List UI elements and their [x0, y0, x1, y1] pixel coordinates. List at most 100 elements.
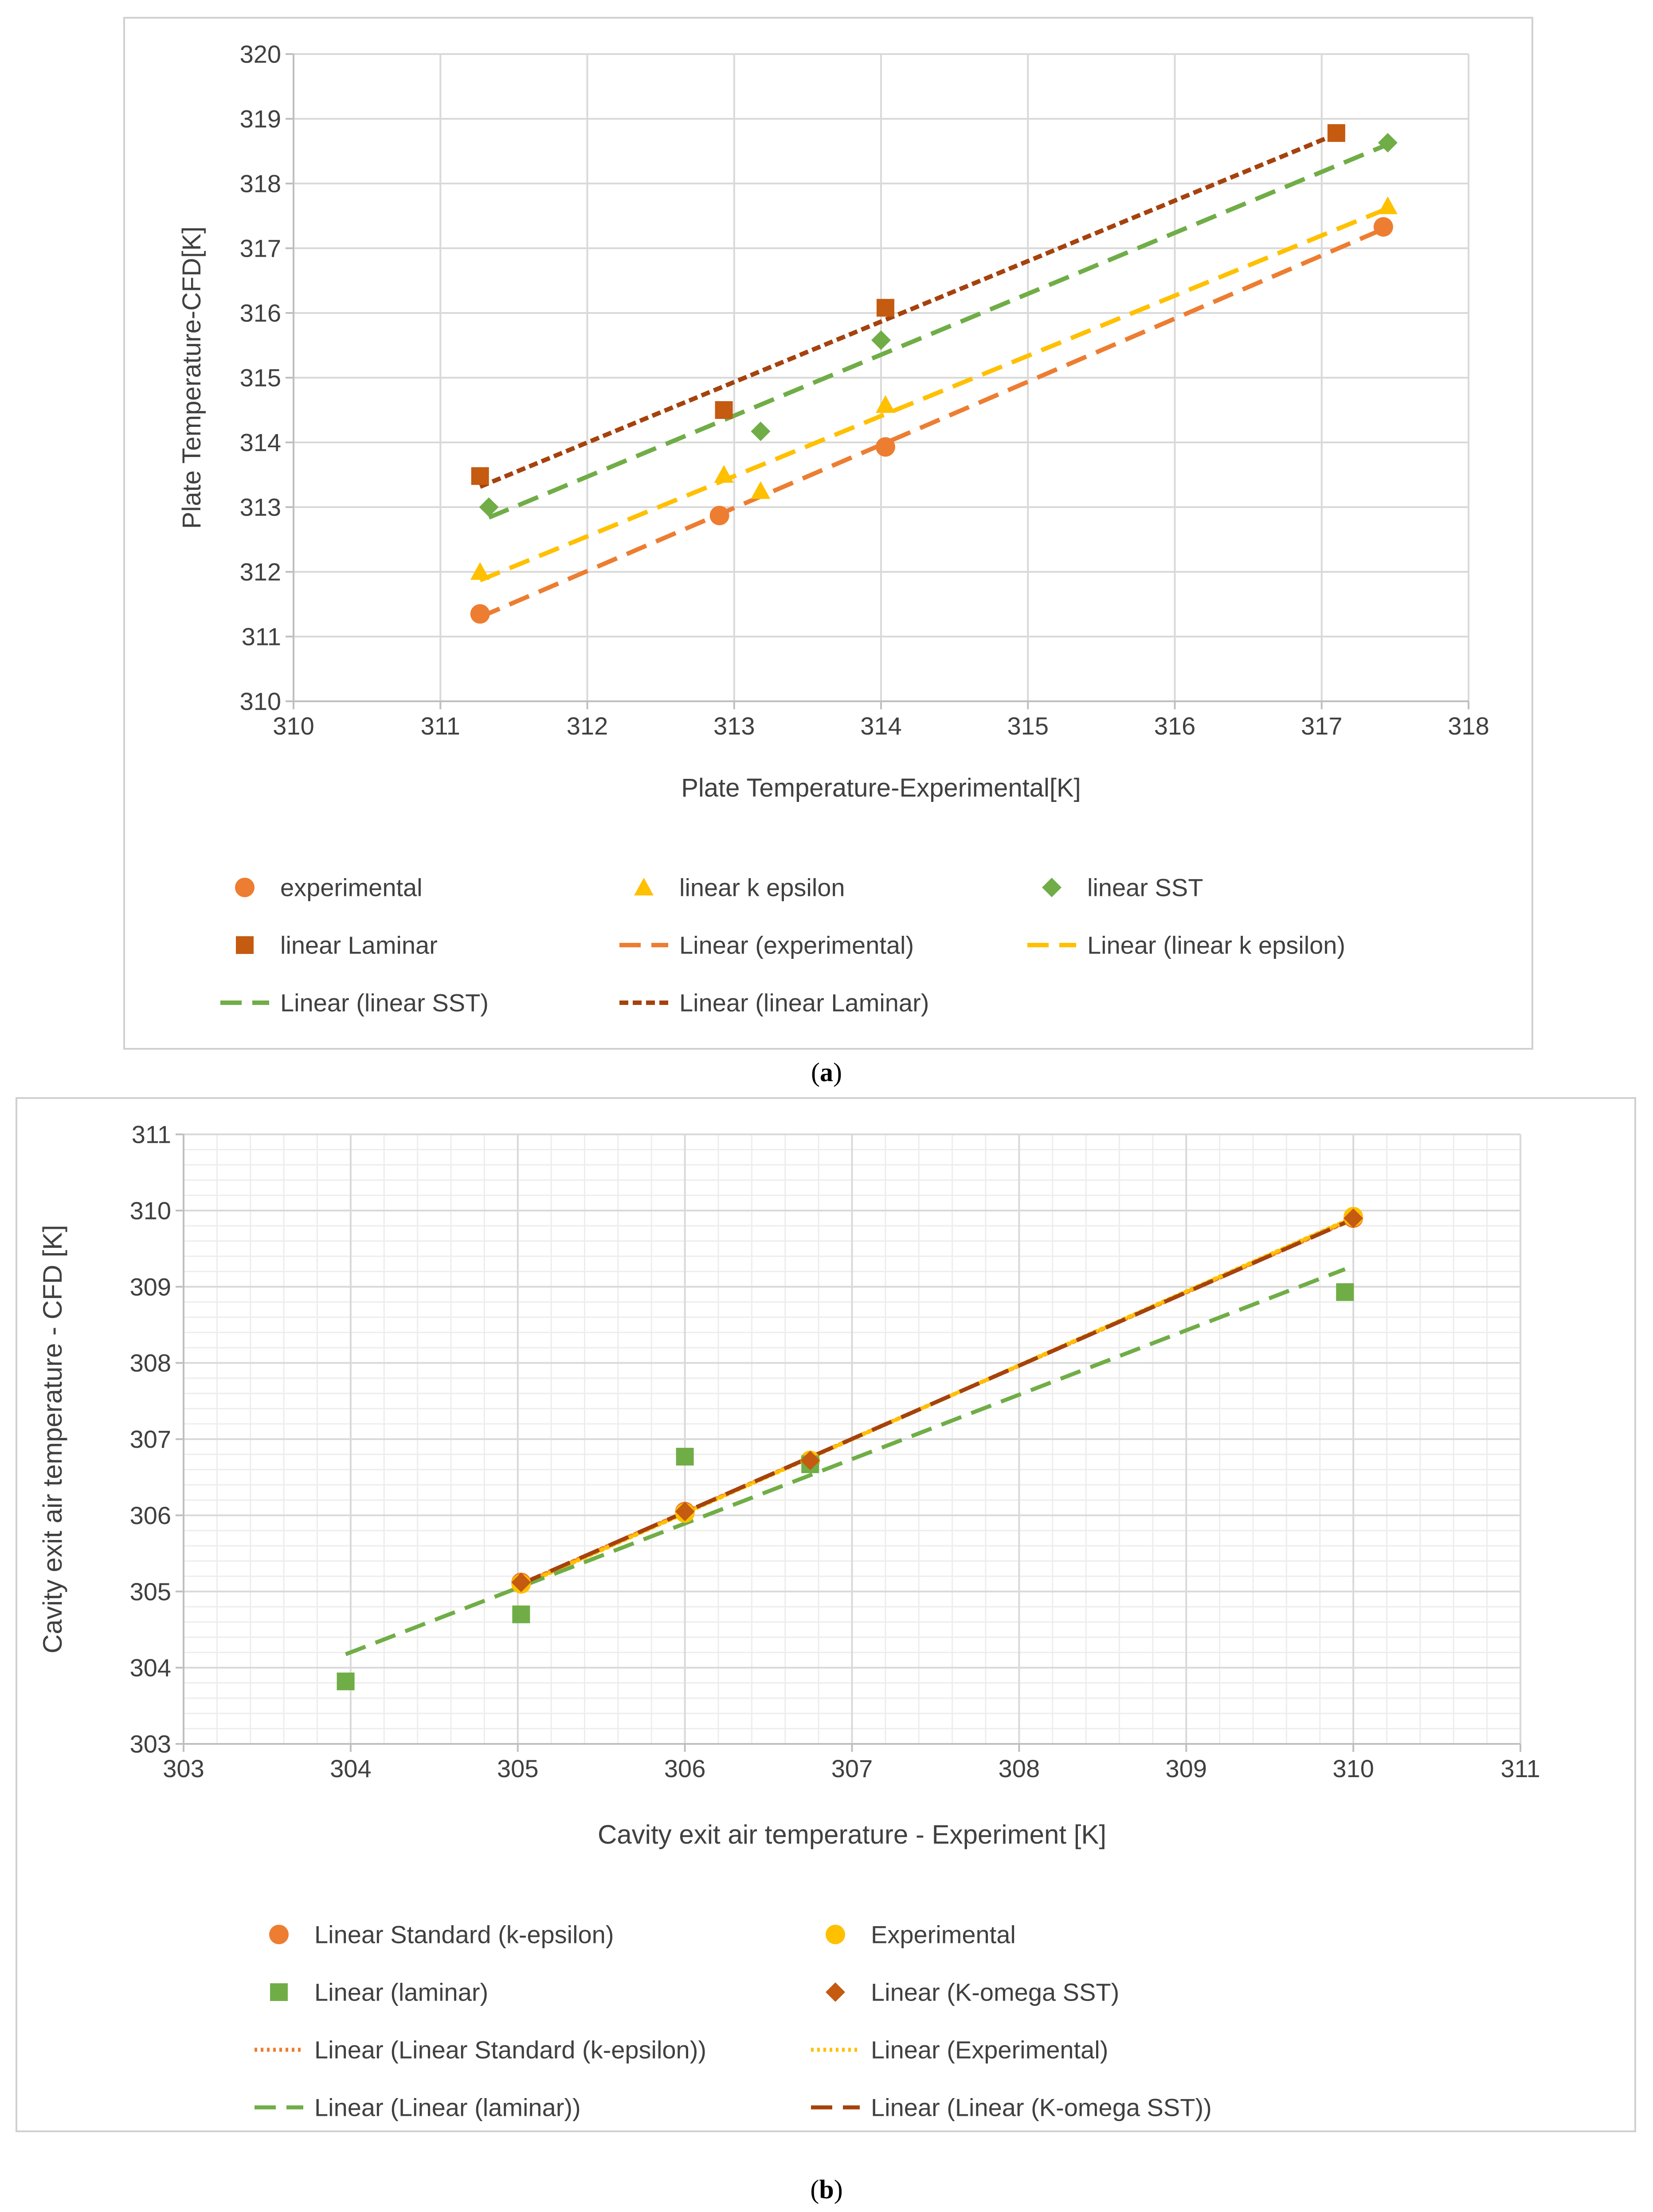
caption-b-letter: b	[819, 2175, 834, 2204]
y-tick-label: 317	[240, 234, 281, 262]
x-tick-label: 304	[330, 1755, 371, 1782]
x-axis-label: Plate Temperature-Experimental[K]	[681, 774, 1081, 802]
legend-label: linear Laminar	[280, 931, 438, 959]
data-point	[470, 604, 490, 624]
data-point	[1336, 1283, 1354, 1301]
chart-b-svg: 303 304 305 306 307 308 309 310 311 303 304 305 306 3…	[38, 1121, 1540, 2122]
legend-marker	[235, 878, 255, 897]
trendline	[479, 206, 1389, 582]
x-tick-label: 306	[664, 1755, 705, 1782]
legend-marker	[270, 1983, 288, 2001]
legend-marker	[1042, 878, 1062, 897]
x-tick-label: 303	[163, 1755, 204, 1782]
x-tick-label: 311	[421, 712, 460, 740]
y-tick-label: 307	[130, 1425, 171, 1453]
x-tick-label: 315	[1007, 712, 1049, 740]
x-axis-label: Cavity exit air temperature - Experiment…	[598, 1820, 1106, 1849]
data-point	[471, 467, 489, 485]
data-point	[800, 1450, 820, 1470]
data-point	[512, 1605, 530, 1623]
data-point	[715, 401, 733, 419]
caption-b: (b)	[810, 2175, 843, 2204]
data-point	[751, 481, 771, 499]
data-point	[676, 1448, 694, 1466]
data-point	[1378, 196, 1398, 215]
legend-label: Linear (linear k epsilon)	[1087, 931, 1345, 959]
x-tick-label: 309	[1166, 1755, 1207, 1782]
legend-label: Linear (linear SST)	[280, 989, 489, 1017]
trendline	[479, 132, 1337, 489]
data-point	[875, 395, 895, 413]
legend-label: experimental	[280, 874, 423, 902]
legend-label: Linear (Experimental)	[871, 2036, 1108, 2064]
legend: experimental linear k epsilon linear SST li…	[220, 874, 1345, 1017]
x-tick-label: 308	[999, 1755, 1040, 1782]
trendline	[520, 1217, 1354, 1586]
x-tick-label: 307	[831, 1755, 873, 1782]
data-point	[1344, 1208, 1363, 1228]
legend-marker	[236, 936, 254, 954]
data-point	[714, 465, 734, 483]
y-tick-label: 313	[240, 493, 281, 521]
legend-label: Linear (Linear Standard (k-epsilon))	[314, 2036, 706, 2064]
data-point	[709, 505, 729, 525]
legend-marker	[826, 1982, 845, 2002]
legend-label: Linear (Linear (laminar))	[314, 2094, 581, 2122]
y-tick-label: 304	[130, 1654, 171, 1682]
legend: Linear Standard (k-epsilon) Experimental L…	[255, 1921, 1212, 2122]
legend-marker	[269, 1925, 289, 1944]
data-point	[1378, 133, 1398, 153]
data-point	[876, 299, 894, 317]
y-tick-label: 318	[240, 170, 281, 198]
data-point	[479, 497, 499, 517]
y-axis-label: Plate Temperature-CFD[K]	[177, 227, 206, 529]
data-point	[337, 1673, 355, 1691]
caption-a-letter: a	[820, 1058, 833, 1087]
x-tick-label: 314	[860, 712, 901, 740]
data-points	[470, 124, 1398, 624]
x-tick-label: 317	[1301, 712, 1342, 740]
y-tick-label: 314	[240, 429, 281, 457]
chart-b-panel: 303 304 305 306 307 308 309 310 311 303 304 305 306 3…	[16, 1097, 1636, 2132]
caption-a: (a)	[811, 1058, 842, 1087]
y-tick-label: 320	[240, 40, 281, 68]
x-tick-label: 316	[1154, 712, 1195, 740]
legend-marker	[826, 1925, 845, 1944]
x-tick-label: 305	[497, 1755, 538, 1782]
x-tick-label: 310	[273, 712, 314, 740]
legend-label: Experimental	[871, 1921, 1016, 1949]
y-tick-label: 316	[240, 299, 281, 327]
x-tick-label: 311	[1500, 1755, 1540, 1782]
y-axis-label: Cavity exit air temperature - CFD [K]	[38, 1225, 67, 1653]
y-tick-label: 310	[130, 1196, 171, 1224]
legend-label: linear SST	[1087, 874, 1203, 902]
chart-a-panel: 310 311 312 313 314 315 316 317 318 310 311 312 313 3…	[123, 17, 1533, 1050]
data-point	[871, 330, 891, 350]
legend-label: Linear (laminar)	[314, 1978, 488, 2006]
data-point	[751, 422, 771, 442]
y-tick-label: 310	[240, 688, 281, 715]
chart-a-svg: 310 311 312 313 314 315 316 317 318 310 311 312 313 3…	[177, 40, 1489, 1017]
data-point	[875, 437, 895, 457]
y-tick-label: 311	[132, 1121, 171, 1149]
data-points	[337, 1207, 1363, 1691]
legend-label: Linear Standard (k-epsilon)	[314, 1921, 614, 1949]
trendlines	[345, 1215, 1355, 1656]
y-tick-label: 309	[130, 1273, 171, 1301]
data-point	[470, 562, 490, 580]
legend-label: Linear (K-omega SST)	[871, 1978, 1119, 2006]
data-point	[511, 1572, 531, 1592]
x-tick-label: 312	[567, 712, 608, 740]
data-point	[675, 1501, 695, 1521]
y-tick-label: 303	[130, 1730, 171, 1758]
y-tick-label: 308	[130, 1349, 171, 1377]
legend-marker	[634, 878, 654, 895]
x-tick-label: 318	[1448, 712, 1489, 740]
trendline	[345, 1267, 1346, 1656]
trendline	[488, 142, 1389, 520]
trendlines	[479, 132, 1389, 619]
legend-label: Linear (linear Laminar)	[679, 989, 929, 1017]
y-tick-label: 306	[130, 1501, 171, 1529]
y-tick-label: 319	[240, 105, 281, 133]
y-tick-label: 311	[242, 623, 281, 651]
